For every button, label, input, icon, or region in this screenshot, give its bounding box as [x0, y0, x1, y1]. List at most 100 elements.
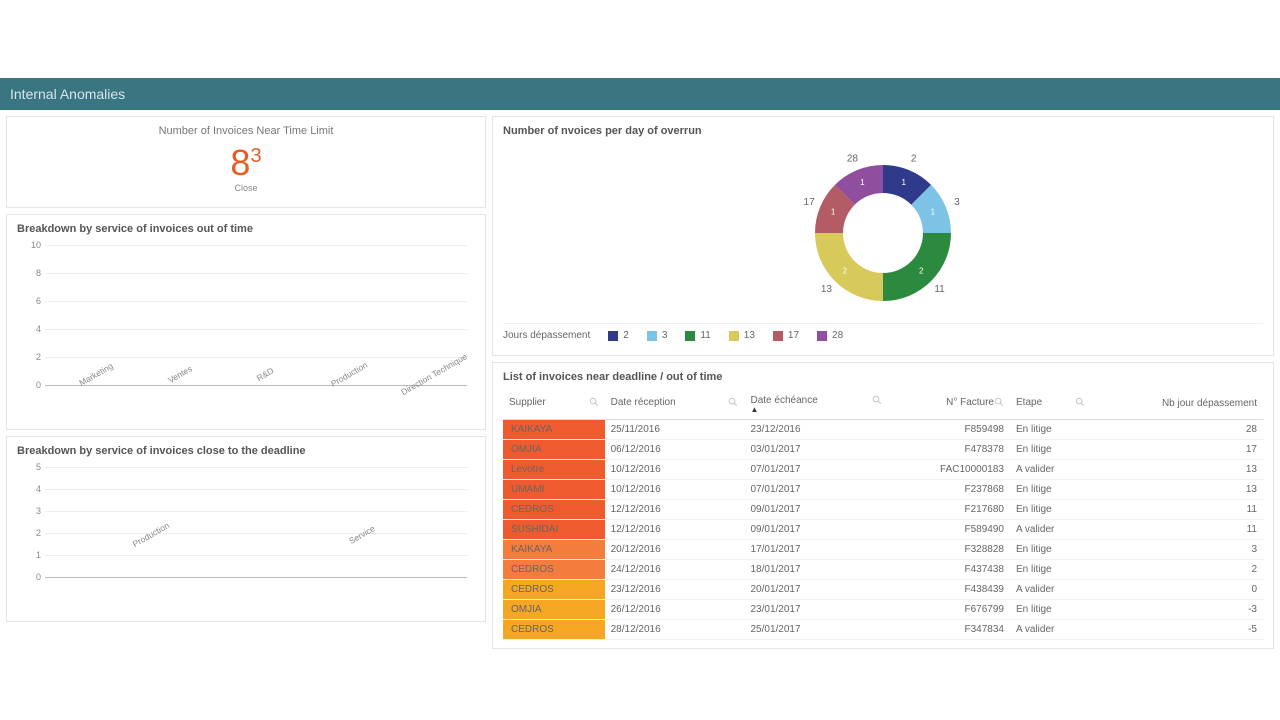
- cell-etape: A valider: [1010, 519, 1091, 539]
- cell-nbjour: 3: [1091, 539, 1263, 559]
- column-header-etape[interactable]: Etape: [1010, 389, 1091, 419]
- cell-facture: F328828: [888, 539, 1010, 559]
- cell-etape: En litige: [1010, 559, 1091, 579]
- cell-facture: F438439: [888, 579, 1010, 599]
- cell-reception: 26/12/2016: [605, 599, 745, 619]
- cell-facture: F859498: [888, 419, 1010, 439]
- legend-swatch: [647, 331, 657, 341]
- table-row[interactable]: SUSHIDAI12/12/201609/01/2017F589490A val…: [503, 519, 1263, 539]
- kpi-superscript: 3: [250, 145, 261, 167]
- cell-nbjour: -3: [1091, 599, 1263, 619]
- page-title: Internal Anomalies: [10, 86, 125, 102]
- table-row[interactable]: KAIKAYA25/11/201623/12/2016F859498En lit…: [503, 419, 1263, 439]
- cell-reception: 06/12/2016: [605, 439, 745, 459]
- column-header-reception[interactable]: Date réception: [605, 389, 745, 419]
- cell-facture: F589490: [888, 519, 1010, 539]
- invoice-table: SupplierDate réceptionDate échéance▲N° F…: [503, 389, 1263, 640]
- cell-etape: A valider: [1010, 619, 1091, 639]
- search-icon[interactable]: [728, 397, 738, 410]
- kpi-value: 8: [230, 145, 250, 181]
- cell-supplier: CEDROS: [503, 579, 605, 599]
- cell-supplier: KAIKAYA: [503, 539, 605, 559]
- cell-reception: 10/12/2016: [605, 459, 745, 479]
- cell-echeance: 17/01/2017: [744, 539, 887, 559]
- cell-reception: 20/12/2016: [605, 539, 745, 559]
- cell-reception: 24/12/2016: [605, 559, 745, 579]
- table-row[interactable]: OMJIA26/12/201623/01/2017F676799En litig…: [503, 599, 1263, 619]
- table-row[interactable]: UMAMI10/12/201607/01/2017F237868En litig…: [503, 479, 1263, 499]
- cell-etape: En litige: [1010, 599, 1091, 619]
- kpi-sublabel: Close: [17, 183, 475, 193]
- donut-outer-label: 13: [821, 284, 833, 295]
- cell-supplier: SUSHIDAI: [503, 519, 605, 539]
- donut-outer-label: 3: [954, 197, 960, 208]
- cell-etape: A valider: [1010, 579, 1091, 599]
- table-row[interactable]: OMJIA06/12/201603/01/2017F478378En litig…: [503, 439, 1263, 459]
- donut-panel: Number of nvoices per day of overrun 112…: [492, 116, 1274, 356]
- donut-legend: Jours dépassement 2 3 11 13 17 28: [503, 323, 1263, 347]
- legend-item[interactable]: 2: [608, 330, 629, 341]
- legend-item[interactable]: 17: [773, 330, 799, 341]
- cell-facture: F676799: [888, 599, 1010, 619]
- cell-supplier: OMJIA: [503, 599, 605, 619]
- cell-echeance: 23/12/2016: [744, 419, 887, 439]
- table-row[interactable]: CEDROS12/12/201609/01/2017F217680En liti…: [503, 499, 1263, 519]
- cell-reception: 23/12/2016: [605, 579, 745, 599]
- legend-item[interactable]: 11: [685, 330, 710, 341]
- chart-close-deadline: 012345ProductionService: [17, 463, 475, 613]
- donut-outer-label: 17: [804, 197, 816, 208]
- chart-close-deadline-panel: Breakdown by service of invoices close t…: [6, 436, 486, 622]
- cell-nbjour: 17: [1091, 439, 1263, 459]
- search-icon[interactable]: [994, 397, 1004, 410]
- column-header-echeance[interactable]: Date échéance▲: [744, 389, 887, 419]
- kpi-value-wrap: 83 Close: [17, 145, 475, 193]
- cell-supplier: KAIKAYA: [503, 419, 605, 439]
- search-icon[interactable]: [872, 395, 882, 408]
- dashboard-grid: Number of Invoices Near Time Limit 83 Cl…: [0, 110, 1280, 655]
- legend-item[interactable]: 3: [647, 330, 668, 341]
- cell-echeance: 03/01/2017: [744, 439, 887, 459]
- cell-nbjour: 28: [1091, 419, 1263, 439]
- cell-reception: 12/12/2016: [605, 519, 745, 539]
- table-row[interactable]: CEDROS24/12/201618/01/2017F437438En liti…: [503, 559, 1263, 579]
- search-icon[interactable]: [1075, 397, 1085, 410]
- donut-inner-value: 1: [931, 207, 936, 216]
- legend-title: Jours dépassement: [503, 330, 590, 341]
- cell-facture: F478378: [888, 439, 1010, 459]
- table-title: List of invoices near deadline / out of …: [503, 371, 1263, 383]
- cell-supplier: OMJIA: [503, 439, 605, 459]
- legend-label: 11: [700, 330, 710, 341]
- donut-title: Number of nvoices per day of overrun: [503, 125, 1263, 137]
- cell-echeance: 25/01/2017: [744, 619, 887, 639]
- column-header-nbjour[interactable]: Nb jour dépassement: [1091, 389, 1263, 419]
- page-header: Internal Anomalies: [0, 78, 1280, 110]
- cell-reception: 12/12/2016: [605, 499, 745, 519]
- table-row[interactable]: CEDROS28/12/201625/01/2017F347834A valid…: [503, 619, 1263, 639]
- legend-item[interactable]: 13: [729, 330, 755, 341]
- kpi-panel: Number of Invoices Near Time Limit 83 Cl…: [6, 116, 486, 208]
- cell-echeance: 23/01/2017: [744, 599, 887, 619]
- legend-label: 2: [623, 330, 629, 341]
- table-row[interactable]: CEDROS23/12/201620/01/2017F438439A valid…: [503, 579, 1263, 599]
- legend-item[interactable]: 28: [817, 330, 843, 341]
- cell-nbjour: 11: [1091, 499, 1263, 519]
- cell-reception: 10/12/2016: [605, 479, 745, 499]
- donut-outer-label: 11: [934, 284, 945, 295]
- cell-supplier: Levotre: [503, 459, 605, 479]
- donut-inner-value: 1: [831, 207, 836, 216]
- table-row[interactable]: KAIKAYA20/12/201617/01/2017F328828En lit…: [503, 539, 1263, 559]
- chart-out-of-time: 0246810MarketingVentesR&DProductionDirec…: [17, 241, 475, 421]
- search-icon[interactable]: [589, 397, 599, 410]
- column-header-supplier[interactable]: Supplier: [503, 389, 605, 419]
- column-header-facture[interactable]: N° Facture: [888, 389, 1010, 419]
- cell-facture: F437438: [888, 559, 1010, 579]
- cell-nbjour: -5: [1091, 619, 1263, 639]
- donut-chart: 1122112311131728: [503, 143, 1263, 323]
- cell-facture: F347834: [888, 619, 1010, 639]
- table-row[interactable]: Levotre10/12/201607/01/2017FAC10000183A …: [503, 459, 1263, 479]
- cell-etape: En litige: [1010, 479, 1091, 499]
- legend-label: 13: [744, 330, 755, 341]
- table-panel: List of invoices near deadline / out of …: [492, 362, 1274, 649]
- cell-supplier: CEDROS: [503, 499, 605, 519]
- donut-inner-value: 1: [901, 178, 906, 187]
